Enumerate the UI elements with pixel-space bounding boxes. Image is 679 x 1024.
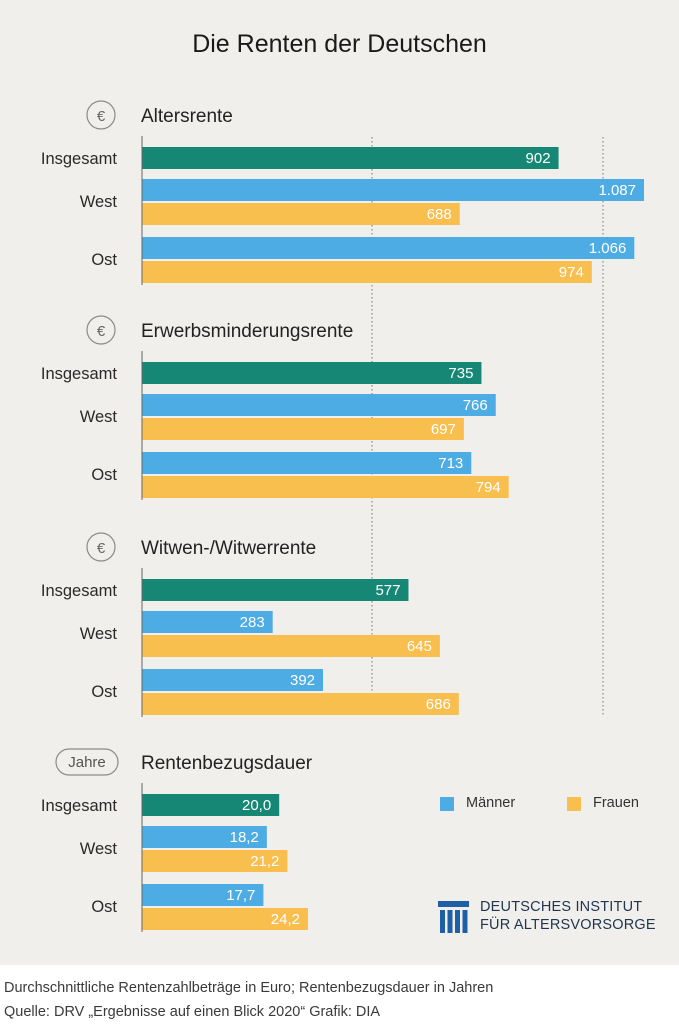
erwerbsminderungsrente-section-title: Erwerbsminderungsrente bbox=[141, 321, 353, 342]
rentenbezugsdauer-unit-badge bbox=[55, 748, 119, 776]
category-label-ost: Ost bbox=[91, 466, 117, 484]
category-label-west: West bbox=[80, 625, 118, 643]
category-label-west: West bbox=[80, 840, 118, 858]
bar-insgesamt bbox=[142, 579, 409, 601]
bar-insgesamt bbox=[142, 147, 559, 169]
witwen-witwerrente-euro-icon: € bbox=[97, 540, 106, 557]
altersrente-euro-badge bbox=[86, 100, 116, 130]
data-label: 21,2 bbox=[250, 853, 279, 870]
category-label-west: West bbox=[80, 408, 118, 426]
data-label: 688 bbox=[427, 206, 452, 223]
legend-label-frauen: Frauen bbox=[593, 795, 639, 811]
legend-label-maenner: Männer bbox=[466, 795, 516, 811]
bar-frauen bbox=[142, 203, 460, 225]
data-label: 902 bbox=[526, 150, 551, 167]
logo-text-line2: FÜR ALTERSVORSORGE bbox=[480, 917, 656, 933]
erwerbsminderungsrente-euro-badge bbox=[86, 315, 116, 345]
category-label-insgesamt: Insgesamt bbox=[41, 365, 118, 383]
data-label: 283 bbox=[240, 614, 265, 631]
erwerbsminderungsrente-euro-icon: € bbox=[97, 323, 106, 340]
bar-maenner bbox=[142, 179, 644, 201]
data-label: 1.066 bbox=[589, 240, 627, 257]
witwen-witwerrente-section-title: Witwen-/Witwerrente bbox=[141, 538, 316, 559]
category-label-ost: Ost bbox=[91, 898, 117, 916]
data-label: 686 bbox=[426, 696, 451, 713]
bar-frauen bbox=[142, 418, 464, 440]
category-label-insgesamt: Insgesamt bbox=[41, 797, 118, 815]
data-label: 713 bbox=[438, 455, 463, 472]
legend-swatch-maenner bbox=[440, 797, 454, 811]
altersrente-section-title: Altersrente bbox=[141, 106, 233, 127]
rentenbezugsdauer-section-title: Rentenbezugsdauer bbox=[141, 753, 313, 774]
data-label: 577 bbox=[375, 582, 400, 599]
bar-maenner bbox=[142, 394, 496, 416]
dia-logo-icon bbox=[438, 901, 469, 933]
data-label: 24,2 bbox=[271, 911, 300, 928]
bar-maenner bbox=[142, 826, 267, 848]
data-label: 20,0 bbox=[242, 797, 271, 814]
bar-frauen bbox=[142, 850, 288, 872]
witwen-witwerrente-euro-badge bbox=[86, 532, 116, 562]
footnote-source: Quelle: DRV „Ergebnisse auf einen Blick … bbox=[4, 1004, 381, 1020]
data-label: 392 bbox=[290, 672, 315, 689]
chart-svg: € Altersrente Insgesamt West Ost 902 1.087 688 1… bbox=[41, 100, 644, 932]
bar-frauen bbox=[142, 635, 440, 657]
bar-frauen bbox=[142, 261, 592, 283]
data-label: 645 bbox=[407, 638, 432, 655]
chart-title: Die Renten der Deutschen bbox=[192, 30, 487, 58]
bar-insgesamt bbox=[142, 794, 280, 816]
category-label-west: West bbox=[80, 193, 118, 211]
data-label: 735 bbox=[448, 365, 473, 382]
legend-swatch-frauen bbox=[567, 797, 581, 811]
data-label: 766 bbox=[463, 397, 488, 414]
data-label: 1.087 bbox=[598, 182, 636, 199]
data-label: 17,7 bbox=[226, 887, 255, 904]
rentenbezugsdauer-unit-label: Jahre bbox=[68, 754, 106, 771]
category-label-ost: Ost bbox=[91, 251, 117, 269]
bar-maenner bbox=[142, 611, 273, 633]
bar-frauen bbox=[142, 693, 459, 715]
category-label-ost: Ost bbox=[91, 683, 117, 701]
data-label: 697 bbox=[431, 421, 456, 438]
bar-frauen bbox=[142, 476, 509, 498]
dia-logo: DEUTSCHES INSTITUT FÜR ALTERSVORSORGE bbox=[438, 899, 668, 939]
bar-maenner bbox=[142, 884, 264, 906]
bar-maenner bbox=[142, 669, 324, 691]
bar-insgesamt bbox=[142, 362, 482, 384]
bar-maenner bbox=[142, 237, 635, 259]
data-label: 794 bbox=[476, 479, 501, 496]
bar-maenner bbox=[142, 452, 472, 474]
altersrente-euro-icon: € bbox=[97, 108, 106, 125]
category-label-insgesamt: Insgesamt bbox=[41, 582, 118, 600]
category-label-insgesamt: Insgesamt bbox=[41, 150, 118, 168]
data-label: 18,2 bbox=[230, 829, 259, 846]
footnote-units: Durchschnittliche Rentenzahlbeträge in E… bbox=[4, 980, 494, 996]
bar-frauen bbox=[142, 908, 308, 930]
logo-text-line1: DEUTSCHES INSTITUT bbox=[480, 899, 643, 915]
data-label: 974 bbox=[559, 264, 584, 281]
